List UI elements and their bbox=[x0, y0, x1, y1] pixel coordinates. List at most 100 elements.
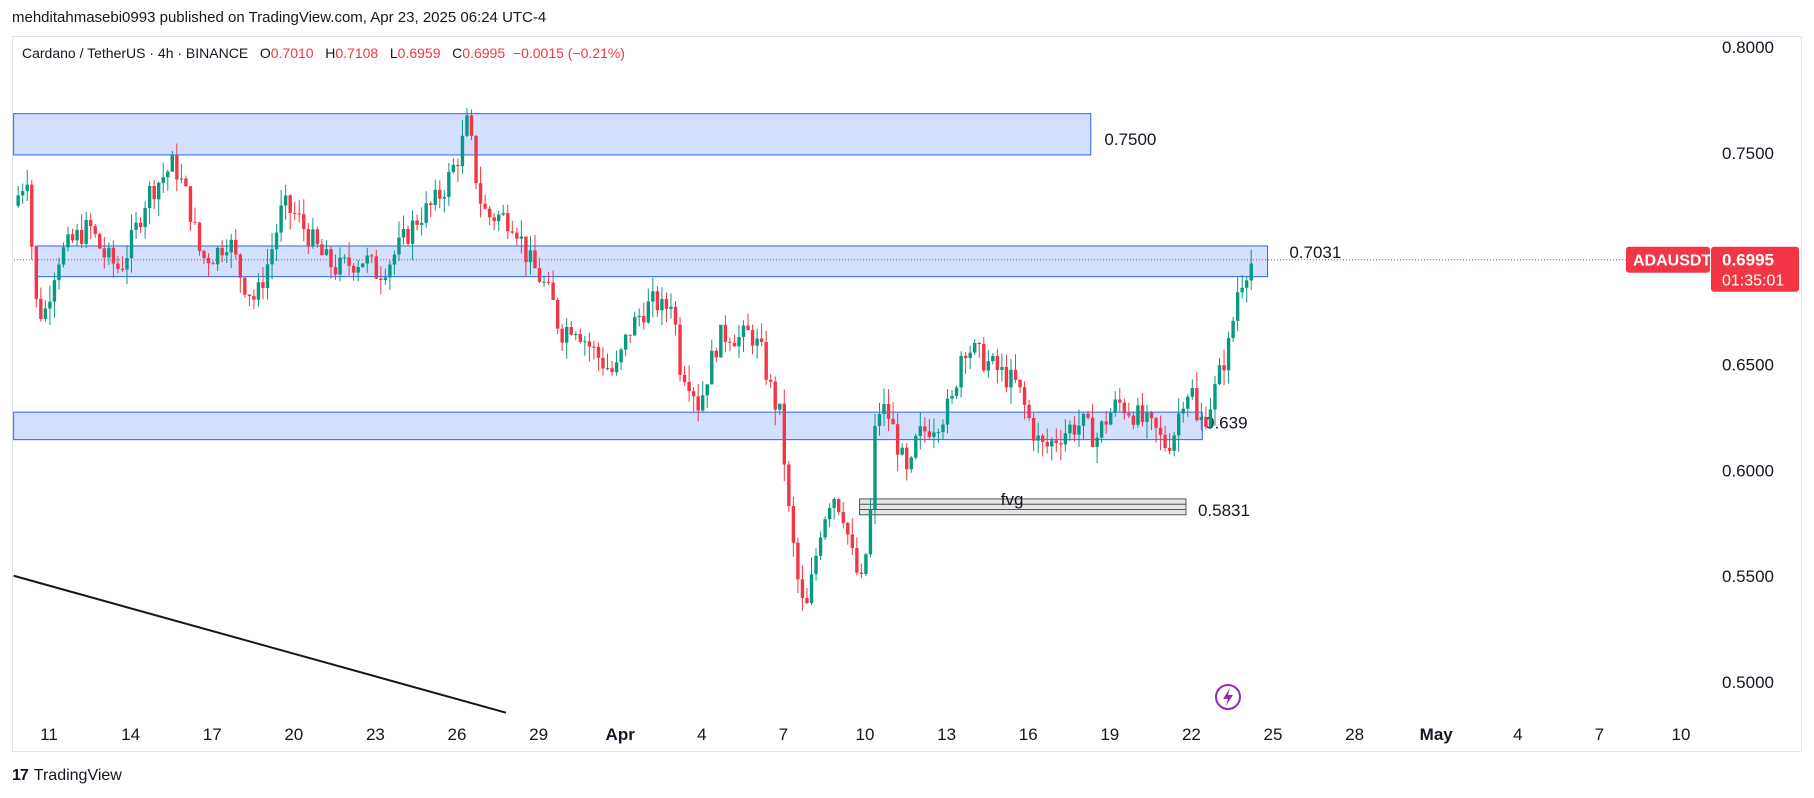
candle-body bbox=[1095, 437, 1099, 447]
candle-body bbox=[1031, 418, 1036, 441]
candle-body bbox=[737, 336, 741, 347]
symbol-legend[interactable]: Cardano / TetherUS · 4h · BINANCE O0.701… bbox=[22, 45, 625, 61]
candle-body bbox=[129, 229, 134, 259]
candle-body bbox=[383, 277, 388, 280]
candle-body bbox=[188, 186, 193, 222]
zones-layer: 0.7500 0.7031 0.639 fvg 0.5831 bbox=[13, 113, 1626, 520]
candle-body bbox=[57, 264, 61, 281]
candle-body bbox=[1249, 263, 1253, 281]
candle-body bbox=[696, 396, 700, 411]
candle-body bbox=[474, 135, 478, 184]
candle-body bbox=[21, 191, 25, 196]
candle-body bbox=[1054, 440, 1059, 444]
candle-body bbox=[914, 435, 918, 458]
candle-body bbox=[1140, 405, 1145, 422]
candle-body bbox=[882, 403, 886, 415]
time-tick-9: 7 bbox=[779, 725, 788, 744]
candle-body bbox=[1149, 412, 1154, 419]
candle-body bbox=[1022, 387, 1027, 405]
candle-body bbox=[1009, 369, 1013, 388]
candle-body bbox=[991, 355, 995, 362]
fvg-box bbox=[859, 498, 1187, 516]
candle-body bbox=[664, 298, 669, 309]
candle-body bbox=[524, 236, 528, 263]
candle-body bbox=[98, 234, 102, 249]
candle-body bbox=[973, 343, 977, 353]
last-price-badge-bg bbox=[1711, 246, 1799, 292]
price-axis: 0.8000 0.7500 0.6500 0.6000 0.5500 0.5000 bbox=[1722, 38, 1774, 692]
candle-body bbox=[1217, 365, 1222, 385]
candle-body bbox=[256, 282, 261, 300]
candle-body bbox=[1245, 280, 1249, 288]
candle-body bbox=[710, 350, 714, 385]
candle-body bbox=[125, 258, 129, 270]
candle-body bbox=[837, 499, 841, 513]
candle-body bbox=[868, 509, 873, 555]
candle-body bbox=[805, 598, 809, 604]
candle-body bbox=[1059, 443, 1063, 445]
time-tick-2: 17 bbox=[203, 725, 222, 744]
candle-body bbox=[1000, 366, 1004, 370]
candle-body bbox=[315, 229, 320, 245]
candle-body bbox=[687, 381, 691, 392]
candle-body bbox=[89, 219, 93, 227]
candle-body bbox=[1181, 408, 1185, 414]
candle-body bbox=[642, 315, 646, 323]
price-tick-1: 0.7500 bbox=[1722, 144, 1774, 163]
candle-body bbox=[846, 522, 850, 535]
time-tick-19: 7 bbox=[1595, 725, 1604, 744]
candle-body bbox=[814, 555, 818, 575]
candle-body bbox=[764, 342, 768, 380]
candle-body bbox=[102, 248, 107, 258]
candle-body bbox=[555, 299, 560, 329]
candle-body bbox=[1131, 415, 1136, 425]
candle-body bbox=[510, 231, 515, 233]
candle-body bbox=[728, 341, 732, 343]
price-tick-5: 0.5000 bbox=[1722, 673, 1774, 692]
candle-body bbox=[945, 398, 950, 425]
candle-body bbox=[623, 334, 628, 350]
time-tick-4: 23 bbox=[366, 725, 385, 744]
candle-body bbox=[193, 221, 197, 223]
candle-body bbox=[891, 418, 895, 425]
price-tick-0: 0.8000 bbox=[1722, 38, 1774, 57]
candle-body bbox=[533, 250, 537, 269]
candle-body bbox=[818, 537, 823, 556]
candle-body bbox=[1099, 421, 1104, 438]
time-axis: 11 14 17 20 23 26 29 Apr 4 7 10 13 16 19 22 25 28 May 4 7 10 bbox=[40, 725, 1690, 744]
candle-body bbox=[1018, 379, 1022, 388]
candle-body bbox=[1204, 416, 1208, 428]
candle-body bbox=[279, 205, 283, 233]
candle-body bbox=[320, 244, 324, 256]
candle-body bbox=[311, 229, 315, 247]
candle-body bbox=[111, 247, 116, 264]
candle-body bbox=[578, 334, 583, 342]
tradingview-brand: TradingView bbox=[33, 767, 122, 784]
zone-rect-0 bbox=[13, 113, 1092, 156]
candle-body bbox=[574, 334, 578, 336]
candle-body bbox=[614, 362, 619, 373]
candle-body bbox=[1013, 369, 1018, 380]
candle-body bbox=[886, 403, 891, 419]
lightning-icon[interactable] bbox=[1215, 684, 1241, 710]
candle-body bbox=[333, 267, 338, 275]
high-label: H bbox=[325, 45, 336, 61]
candle-body bbox=[306, 229, 311, 247]
candle-body bbox=[107, 247, 111, 258]
trend-layer bbox=[13, 574, 507, 714]
candle-body bbox=[1063, 433, 1068, 445]
candle-body bbox=[456, 164, 460, 167]
candle-body bbox=[261, 282, 265, 289]
candle-body bbox=[1213, 384, 1217, 410]
time-tick-14: 22 bbox=[1182, 725, 1201, 744]
candle-body bbox=[84, 219, 88, 244]
candle-body bbox=[1027, 404, 1031, 419]
candle-body bbox=[25, 184, 29, 192]
time-tick-18: 4 bbox=[1513, 725, 1522, 744]
tradingview-logo[interactable]: 17 TradingView bbox=[12, 767, 122, 785]
chart-frame[interactable] bbox=[12, 36, 1802, 752]
candle-body bbox=[1240, 287, 1244, 293]
candle-body bbox=[900, 447, 904, 455]
ticker-badge-bg bbox=[1626, 246, 1710, 273]
